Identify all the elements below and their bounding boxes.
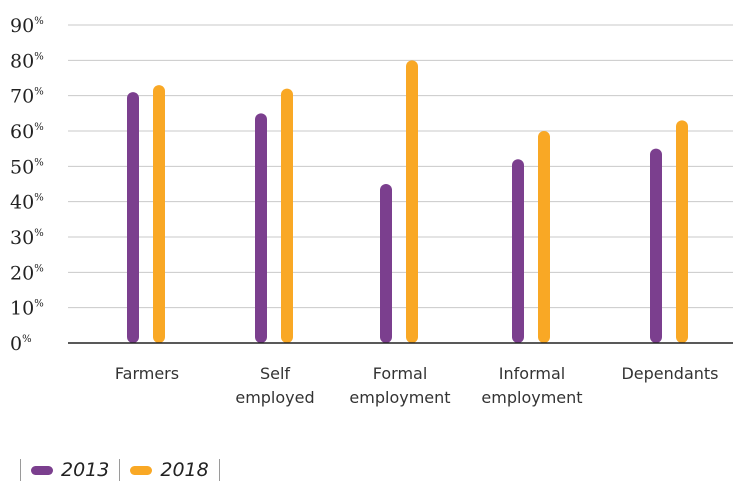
y-tick-label: 0% [10, 333, 32, 355]
bar-2018-3 [538, 131, 550, 343]
legend-divider [218, 459, 220, 481]
y-tick-label: 40% [10, 192, 44, 214]
bar-2013-1 [255, 113, 267, 343]
y-tick-label: 80% [10, 50, 44, 72]
x-axis-categories: Farmers Self employed Formal employment Infor… [115, 364, 719, 407]
bar-2013-3 [512, 159, 524, 343]
x-category-label: Dependants [621, 364, 718, 383]
legend-swatch-2018 [130, 465, 153, 475]
bar-2013-4 [650, 148, 662, 343]
legend: 2013 2018 [10, 456, 230, 484]
legend-divider [119, 459, 121, 481]
bar-2018-1 [281, 88, 293, 343]
bar-2018-2 [406, 60, 418, 343]
x-category-label: Informal employment [481, 364, 582, 407]
y-tick-label: 30% [10, 227, 44, 249]
y-tick-label: 20% [10, 262, 44, 284]
bar-2013-2 [380, 184, 392, 343]
x-category-label: Farmers [115, 364, 179, 383]
bar-2018-0 [153, 85, 165, 344]
y-tick-label: 10% [10, 298, 44, 320]
x-category-label: Self employed [235, 364, 314, 407]
y-tick-label: 90% [10, 15, 44, 37]
legend-entry-2013: 2013 [31, 459, 109, 481]
y-tick-label: 60% [10, 121, 44, 143]
x-category-label: Formal employment [349, 364, 450, 407]
bar-2013-0 [127, 92, 139, 343]
legend-label-2013: 2013 [61, 459, 110, 481]
legend-label-2018: 2018 [160, 459, 209, 481]
y-tick-label: 50% [10, 156, 44, 178]
legend-swatch-2013 [31, 465, 53, 475]
y-axis-ticks: 0% 10% 20% 30% 40% 50% 60% 70% 80% 90% [10, 15, 44, 355]
bar-2018-4 [676, 120, 688, 344]
bar-chart: 0% 10% 20% 30% 40% 50% 60% 70% 80% 90% Farmers Sel… [10, 15, 733, 407]
bars [127, 60, 688, 344]
y-tick-label: 70% [10, 86, 44, 108]
legend-entry-2018: 2018 [130, 459, 209, 481]
legend-divider [20, 459, 21, 481]
gridlines [68, 24, 733, 309]
